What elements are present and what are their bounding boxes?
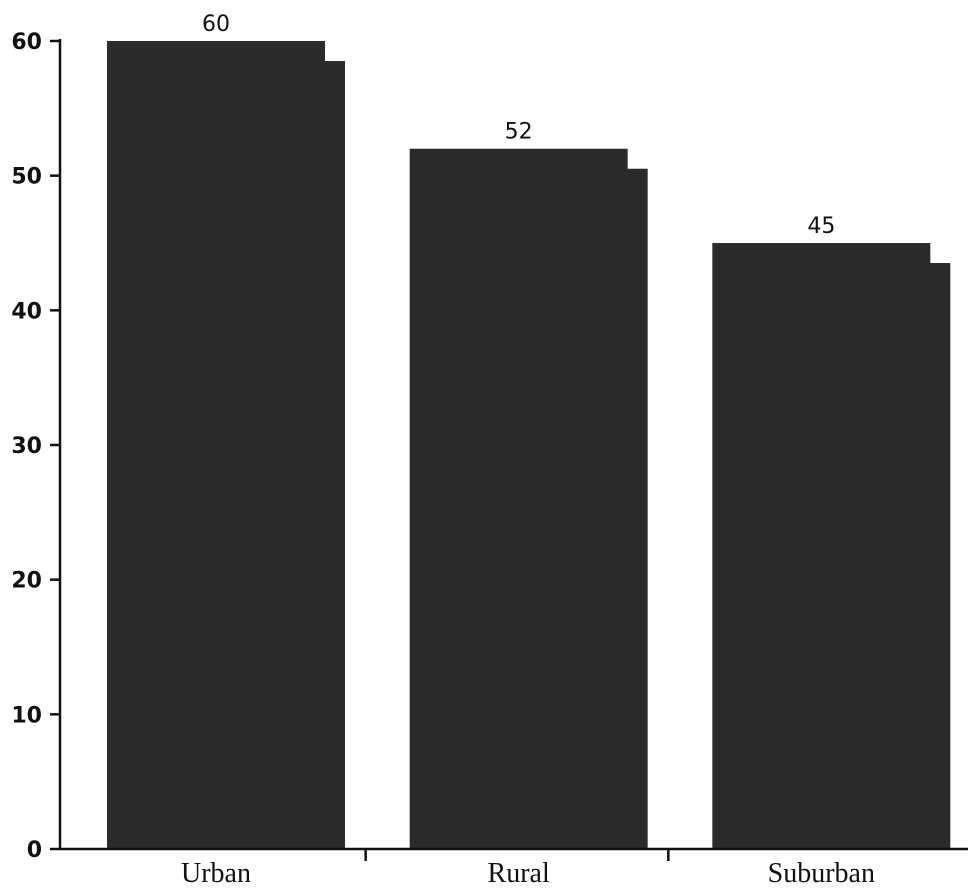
- bar: [409, 148, 628, 849]
- data-label: 45: [807, 214, 835, 239]
- bar-edge: [928, 263, 951, 849]
- bar-edge: [625, 168, 648, 849]
- bar-urban: [107, 41, 345, 849]
- data-label: 52: [505, 120, 533, 145]
- y-tick-label: 40: [11, 299, 42, 324]
- bar: [712, 243, 931, 849]
- bars-layer: [107, 41, 951, 849]
- y-tick-label: 10: [11, 703, 42, 728]
- y-tick-label: 20: [11, 569, 42, 594]
- category-label: Suburban: [768, 858, 875, 889]
- bar-rural: [409, 148, 648, 849]
- category-label: Rural: [488, 858, 550, 889]
- y-tick-label: 0: [27, 838, 42, 863]
- category-label: Urban: [181, 858, 251, 889]
- data-labels: 60 52 45: [202, 12, 835, 239]
- bar: [107, 41, 325, 849]
- y-tick-label: 50: [11, 165, 42, 190]
- x-axis-ticks: Urban Rural Suburban: [181, 849, 875, 889]
- bar-suburban: [712, 243, 951, 849]
- data-label: 60: [202, 12, 230, 37]
- y-tick-label: 60: [11, 30, 42, 55]
- y-axis-ticks: 0 10 20 30 40 50 60: [11, 30, 60, 863]
- bar-edge: [323, 61, 345, 849]
- y-tick-label: 30: [11, 434, 42, 459]
